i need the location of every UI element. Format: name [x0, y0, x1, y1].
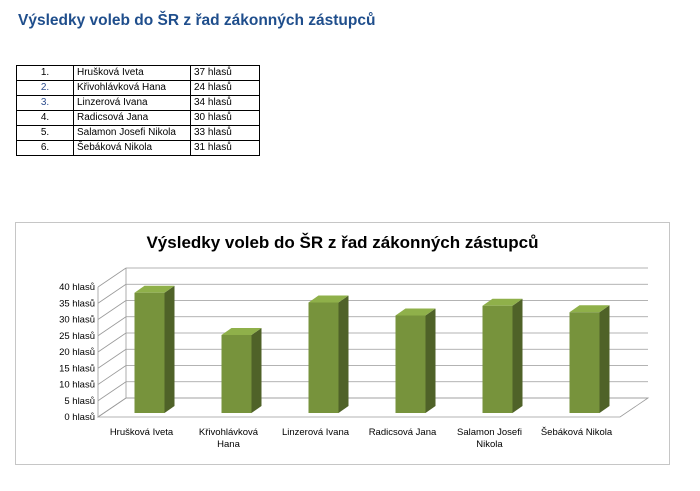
side-gridline: [97, 365, 127, 385]
y-tick-label: 20 hlasů: [59, 347, 95, 358]
bar: [482, 298, 523, 413]
bar-top: [482, 298, 523, 306]
chart-title: Výsledky voleb do ŠR z řad zákonných zás…: [146, 233, 539, 252]
chart-frame: Výsledky voleb do ŠR z řad zákonných zás…: [15, 222, 670, 465]
side-gridline: [97, 267, 127, 288]
side-gridline: [97, 283, 127, 304]
bar-side: [164, 285, 175, 413]
bar-chart: 0 hlasů 5 hlasů 10 hlasů 15 hlasů 20 hlasů 25…: [59, 267, 650, 450]
bar-side: [251, 328, 262, 413]
bar-side: [599, 305, 610, 413]
bar-top: [308, 295, 349, 303]
bar-side: [512, 298, 523, 413]
row-number: 5.: [16, 125, 74, 141]
x-tick-label: Radicsová Jana: [369, 427, 437, 438]
y-tick-label: 25 hlasů: [59, 331, 95, 342]
results-table-body: 1. Hrušková Iveta 37 hlasů 2. Křivohlávková …: [16, 65, 260, 156]
row-number: 3.: [16, 95, 74, 111]
y-tick-label: 10 hlasů: [59, 380, 95, 391]
table-row: 5. Salamon Josefi Nikola 33 hlasů: [16, 125, 260, 141]
side-gridline: [97, 332, 127, 353]
vote-count: 30 hlasů: [190, 110, 260, 126]
bar-front: [569, 312, 600, 413]
x-tick-label: Šebáková Nikola: [541, 427, 613, 438]
table-row: 4. Radicsová Jana 30 hlasů: [16, 110, 260, 126]
y-tick-label: 0 hlasů: [64, 412, 95, 423]
side-gridline: [97, 348, 127, 369]
side-gridline: [97, 381, 127, 402]
bar-front: [395, 315, 426, 413]
page-title: Výsledky voleb do ŠR z řad zákonných zás…: [18, 12, 376, 29]
side-gridline: [97, 316, 127, 337]
y-tick-label: 35 hlasů: [59, 298, 95, 309]
chart-floor: [96, 397, 650, 418]
bar-front: [482, 305, 513, 413]
y-tick-label: 30 hlasů: [59, 315, 95, 326]
candidate-name: Linzerová Ivana: [73, 95, 191, 111]
candidate-name: Šebáková Nikola: [73, 140, 191, 156]
vote-count: 31 hlasů: [190, 140, 260, 156]
bar: [308, 295, 349, 413]
bar-top: [221, 328, 262, 335]
candidate-name: Salamon Josefi Nikola: [73, 125, 191, 141]
bar-side: [425, 308, 436, 413]
row-number: 6.: [16, 140, 74, 156]
x-tick-label: Křivohlávková: [199, 427, 259, 438]
bar-front: [134, 292, 165, 413]
row-number: 4.: [16, 110, 74, 126]
bar-front: [221, 335, 252, 413]
bar: [569, 305, 610, 413]
table-row: 6. Šebáková Nikola 31 hlasů: [16, 140, 260, 156]
results-table: 1. Hrušková Iveta 37 hlasů 2. Křivohlávková …: [16, 65, 260, 156]
table-row: 1. Hrušková Iveta 37 hlasů: [16, 65, 260, 81]
vote-count: 24 hlasů: [190, 80, 260, 96]
row-number: 2.: [16, 80, 74, 96]
bar-top: [395, 308, 436, 316]
candidate-name: Křivohlávková Hana: [73, 80, 191, 96]
row-number: 1.: [16, 65, 74, 81]
bar-top: [569, 305, 610, 313]
table-row: 2. Křivohlávková Hana 24 hlasů: [16, 80, 260, 96]
x-tick-label: Salamon Josefi: [457, 427, 522, 438]
bar-side: [338, 295, 349, 413]
x-tick-label: Hana: [217, 439, 240, 450]
bar-top: [134, 285, 175, 293]
table-row: 3. Linzerová Ivana 34 hlasů: [16, 95, 260, 111]
x-tick-label: Hrušková Iveta: [110, 427, 174, 438]
vote-count: 33 hlasů: [190, 125, 260, 141]
x-tick-label: Nikola: [476, 439, 503, 450]
bar-front: [308, 302, 339, 413]
x-tick-label: Linzerová Ivana: [282, 427, 350, 438]
bar: [221, 328, 262, 413]
y-tick-label: 5 hlasů: [64, 396, 95, 407]
candidate-name: Hrušková Iveta: [73, 65, 191, 81]
vote-count: 34 hlasů: [190, 95, 260, 111]
bar: [134, 285, 175, 413]
bar: [395, 308, 436, 413]
side-gridline: [97, 300, 127, 320]
candidate-name: Radicsová Jana: [73, 110, 191, 126]
y-tick-label: 40 hlasů: [59, 282, 95, 293]
vote-count: 37 hlasů: [190, 65, 260, 81]
y-tick-label: 15 hlasů: [59, 363, 95, 374]
